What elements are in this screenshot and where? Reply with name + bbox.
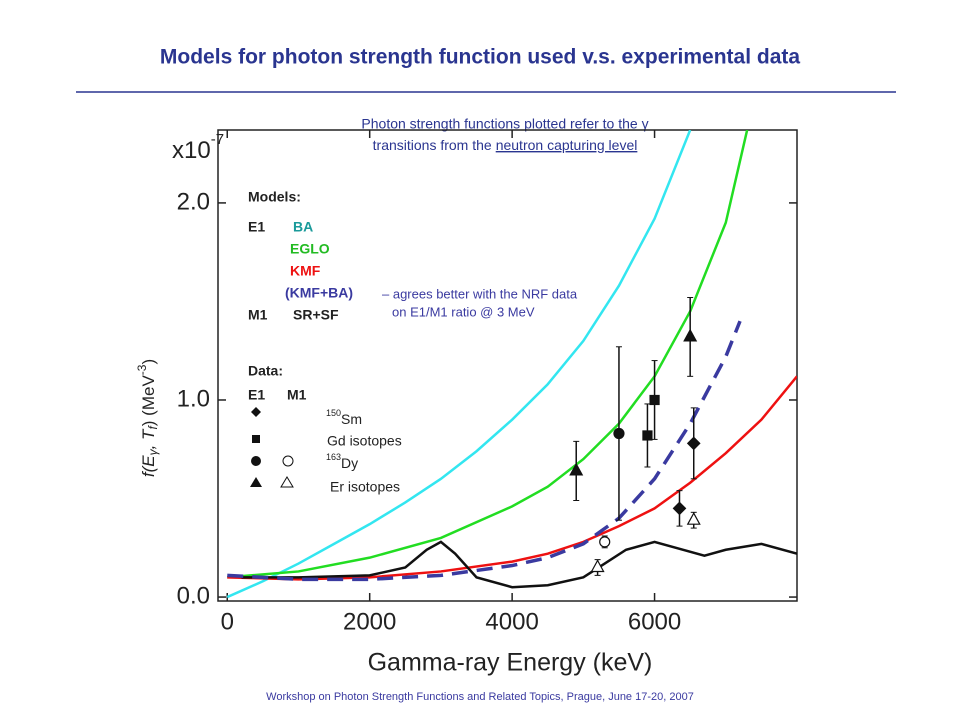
plot-frame <box>217 129 798 602</box>
legend-text: M1 <box>287 387 307 403</box>
ylabel-part: γ <box>146 448 160 455</box>
legend-text: 163Dy <box>326 452 358 470</box>
data-point <box>642 403 653 468</box>
legend-symbol <box>252 435 260 443</box>
legend-text: 150Sm <box>326 408 362 426</box>
data-point <box>683 297 698 377</box>
legend-text: Gd isotopes <box>327 433 402 449</box>
data-point <box>672 490 687 527</box>
legend-text: (KMF+BA) <box>285 285 353 301</box>
legend-symbol <box>251 407 261 417</box>
marker <box>642 430 653 441</box>
legend-text: Data: <box>248 363 283 379</box>
model-line <box>227 375 797 581</box>
subtitle: Photon strength functions plotted refer … <box>361 116 648 132</box>
data-point <box>649 360 660 440</box>
ylabel-part: , T <box>139 428 158 449</box>
ylabel-part: f(E <box>139 455 158 477</box>
legend-text: Dy <box>341 455 358 471</box>
legend-sup: 150 <box>326 408 341 418</box>
marker <box>590 559 605 573</box>
data-point <box>599 535 611 549</box>
legend-note: on E1/M1 ratio @ 3 MeV <box>392 304 535 319</box>
legend-text: Models: <box>248 189 301 205</box>
legend-text: E1 <box>248 219 265 235</box>
y-axis-label: f(Eγ, Tf) (MeV-3) <box>135 359 160 477</box>
subtitle-part: neutron capturing level <box>496 137 638 153</box>
ylabel-part: -3 <box>135 364 149 375</box>
legend-text: Er isotopes <box>330 479 400 495</box>
plot: 0 2000 4000 6000 0.0 1.0 2.0 <box>177 129 798 635</box>
marker <box>683 328 698 342</box>
legend: Models: E1 BA EGLO KMF (KMF+BA) – agrees… <box>248 189 578 495</box>
model-line <box>227 320 742 582</box>
legend-symbol <box>280 476 294 488</box>
marker <box>569 462 584 476</box>
ylabel-part: ) <box>139 359 158 365</box>
legend-symbol <box>282 455 294 467</box>
x-tick-label: 6000 <box>628 608 681 635</box>
scale-label: x10-7 <box>172 131 224 164</box>
data-point <box>590 559 605 576</box>
legend-text: SR+SF <box>293 307 339 323</box>
subtitle: transitions from the neutron capturing le… <box>373 137 638 153</box>
y-tick-label: 2.0 <box>177 188 210 215</box>
x-tick-label: 4000 <box>485 608 538 635</box>
data-point <box>569 440 584 501</box>
x-tick-label: 0 <box>221 608 234 635</box>
slide-title: Models for photon strength function used… <box>160 46 800 69</box>
marker <box>686 436 701 451</box>
data-point <box>686 407 701 480</box>
y-tick-label: 0.0 <box>177 582 210 609</box>
data-point <box>686 511 701 529</box>
subtitle-part: transitions from the <box>373 137 492 153</box>
scale-part: x10 <box>172 137 211 164</box>
marker <box>672 501 687 516</box>
x-tick-label: 2000 <box>343 608 396 635</box>
marker <box>686 511 701 525</box>
footer: Workshop on Photon Strength Functions an… <box>266 691 694 703</box>
y-tick-label: 1.0 <box>177 385 210 412</box>
legend-symbol <box>251 456 261 466</box>
legend-text: KMF <box>290 263 321 279</box>
marker <box>613 427 625 440</box>
model-line <box>226 130 692 599</box>
data-point <box>613 346 625 521</box>
legend-sup: 163 <box>326 452 341 462</box>
model-line <box>241 540 797 589</box>
ylabel-part: f <box>146 425 160 430</box>
legend-text: BA <box>293 219 313 235</box>
marker <box>649 394 660 406</box>
legend-text: Sm <box>341 411 362 427</box>
legend-note: – agrees better with the NRF data <box>382 286 578 301</box>
x-axis-label: Gamma-ray Energy (keV) <box>368 649 653 677</box>
marker <box>599 536 611 548</box>
legend-symbol <box>250 477 262 487</box>
legend-text: E1 <box>248 387 265 403</box>
model-line <box>227 130 749 579</box>
legend-text: M1 <box>248 307 268 323</box>
legend-text: EGLO <box>290 241 330 257</box>
ylabel-part: ) (MeV <box>139 375 158 427</box>
